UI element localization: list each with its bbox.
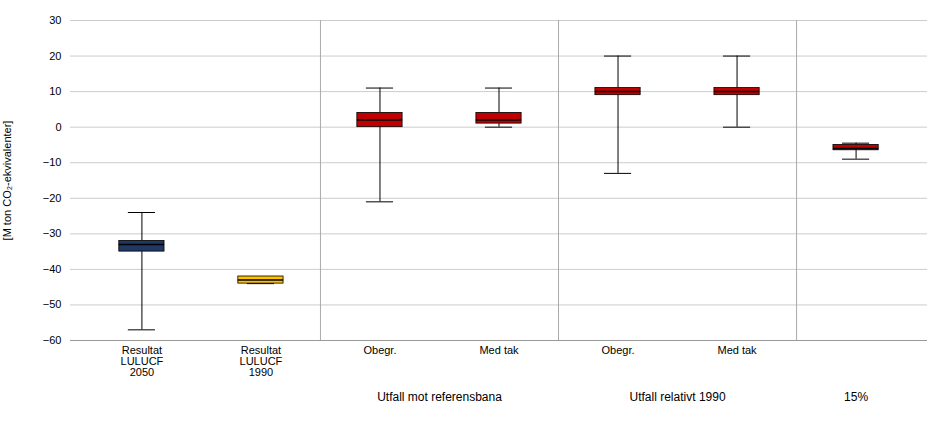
svg-text:Obegr.: Obegr. bbox=[363, 344, 396, 356]
svg-text:10: 10 bbox=[49, 85, 61, 97]
svg-text:−60: −60 bbox=[43, 334, 62, 346]
svg-text:Utfall mot referensbana: Utfall mot referensbana bbox=[377, 390, 502, 404]
svg-text:−10: −10 bbox=[43, 156, 62, 168]
svg-text:−50: −50 bbox=[43, 298, 62, 310]
svg-text:0: 0 bbox=[55, 121, 61, 133]
svg-text:−20: −20 bbox=[43, 192, 62, 204]
svg-text:Utfall relativt 1990: Utfall relativt 1990 bbox=[630, 390, 726, 404]
svg-text:ResultatLULUCF2050: ResultatLULUCF2050 bbox=[121, 344, 164, 378]
svg-text:Obegr.: Obegr. bbox=[602, 344, 635, 356]
svg-text:Med tak: Med tak bbox=[717, 344, 757, 356]
svg-text:−30: −30 bbox=[43, 227, 62, 239]
svg-text:[M ton CO₂-ekvivalenter]: [M ton CO₂-ekvivalenter] bbox=[1, 121, 13, 241]
svg-text:30: 30 bbox=[49, 14, 61, 26]
svg-text:ResultatLULUCF1990: ResultatLULUCF1990 bbox=[240, 344, 283, 378]
svg-text:−40: −40 bbox=[43, 263, 62, 275]
svg-text:15%: 15% bbox=[844, 390, 868, 404]
svg-text:Med tak: Med tak bbox=[479, 344, 519, 356]
svg-text:20: 20 bbox=[49, 50, 61, 62]
